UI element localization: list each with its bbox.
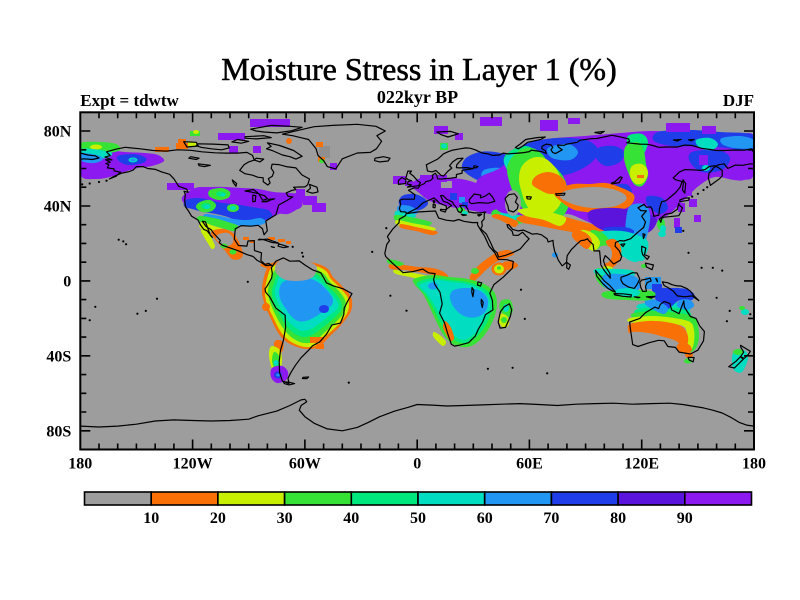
svg-text:0: 0 [413,456,421,473]
svg-text:180: 180 [68,456,92,473]
svg-text:180: 180 [742,456,766,473]
svg-text:60W: 60W [289,456,321,473]
svg-text:Moisture Stress in Layer 1 (%): Moisture Stress in Layer 1 (%) [221,51,616,87]
svg-text:40S: 40S [46,348,71,365]
svg-text:70: 70 [543,510,559,527]
svg-text:DJF: DJF [723,91,754,110]
svg-text:120W: 120W [173,456,213,473]
svg-text:60E: 60E [516,456,543,473]
svg-text:80: 80 [610,510,626,527]
svg-text:10: 10 [143,510,159,527]
svg-text:Expt = tdwtw: Expt = tdwtw [80,91,179,110]
svg-text:60: 60 [477,510,493,527]
svg-text:0: 0 [63,273,71,290]
svg-text:80S: 80S [46,423,71,440]
svg-text:120E: 120E [624,456,659,473]
svg-text:90: 90 [677,510,693,527]
svg-text:40: 40 [343,510,359,527]
svg-text:40N: 40N [44,199,72,216]
svg-text:50: 50 [410,510,426,527]
svg-text:30: 30 [277,510,293,527]
svg-text:80N: 80N [44,124,72,141]
svg-text:20: 20 [210,510,226,527]
svg-text:022kyr BP: 022kyr BP [377,87,458,107]
